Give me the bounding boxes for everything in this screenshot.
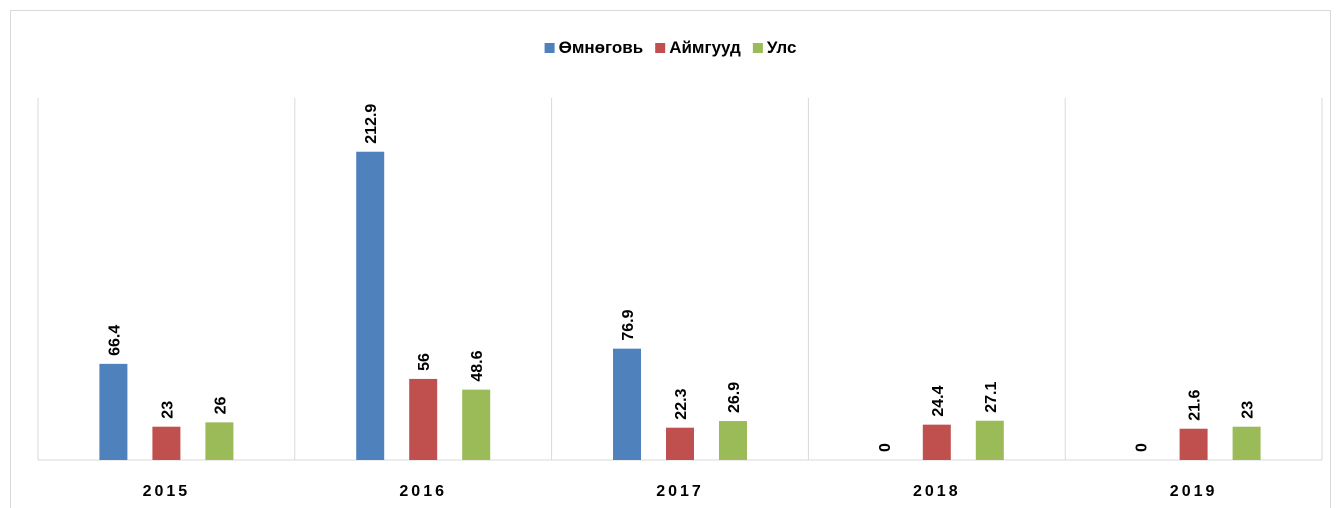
data-label: 23 xyxy=(159,401,176,419)
data-label: 212.9 xyxy=(363,104,380,144)
data-label: 23 xyxy=(1240,401,1257,419)
data-label: 0 xyxy=(1134,443,1151,452)
bar xyxy=(409,378,438,460)
bar xyxy=(205,422,234,460)
data-label: 27.1 xyxy=(983,382,1000,413)
x-tick-label: 2019 xyxy=(1170,483,1218,500)
bar xyxy=(152,426,181,460)
data-label: 24.4 xyxy=(930,385,947,416)
data-label: 66.4 xyxy=(106,325,123,356)
bar xyxy=(462,389,491,460)
bar xyxy=(1179,428,1208,460)
legend-label: Аймгууд xyxy=(669,38,741,57)
data-label: 76.9 xyxy=(620,309,637,340)
legend-label: Өмнөговь xyxy=(559,38,644,57)
data-label: 48.6 xyxy=(469,350,486,381)
x-tick-label: 2016 xyxy=(399,483,447,500)
bar xyxy=(99,363,128,460)
x-tick-label: 2017 xyxy=(656,483,704,500)
data-label: 0 xyxy=(877,443,894,452)
data-label: 56 xyxy=(416,353,433,371)
bar xyxy=(1232,426,1261,460)
legend-swatch xyxy=(752,43,763,53)
legend-swatch xyxy=(544,43,555,53)
x-tick-label: 2018 xyxy=(913,483,961,500)
legend: Өмнөговь Аймгууд Улс xyxy=(544,38,797,57)
data-label: 26 xyxy=(212,396,229,414)
bar xyxy=(356,151,385,460)
bar xyxy=(613,348,641,460)
bar xyxy=(922,424,951,460)
data-label: 22.3 xyxy=(673,388,690,419)
data-label: 21.6 xyxy=(1187,389,1204,420)
x-tick-label: 2015 xyxy=(143,483,191,500)
bar xyxy=(975,420,1004,460)
data-label: 26.9 xyxy=(726,382,743,413)
bar xyxy=(666,427,694,460)
legend-label: Улс xyxy=(767,38,797,57)
bar xyxy=(719,421,747,460)
legend-swatch xyxy=(655,43,666,53)
